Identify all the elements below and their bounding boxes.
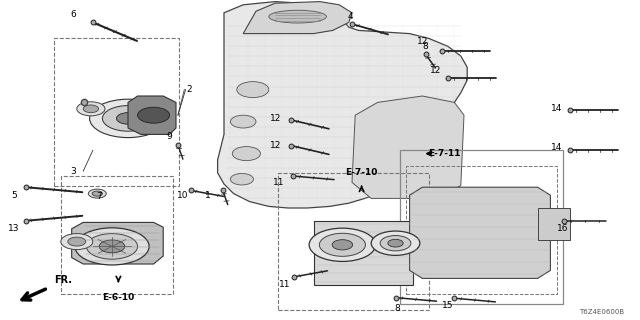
Circle shape [237,82,269,98]
Circle shape [388,239,403,247]
Circle shape [61,234,93,250]
Text: 14: 14 [551,104,563,113]
Circle shape [332,240,353,250]
Bar [538,208,570,240]
Polygon shape [410,187,550,278]
Text: 15: 15 [442,301,454,310]
Circle shape [230,115,256,128]
Circle shape [232,147,260,161]
Circle shape [83,105,99,113]
Text: E-6-10: E-6-10 [102,293,134,302]
Circle shape [116,113,140,124]
Circle shape [371,231,420,255]
Text: 12: 12 [269,114,281,123]
Text: 1: 1 [205,191,211,200]
Circle shape [68,237,86,246]
Text: 4: 4 [348,12,353,20]
Bar [406,166,557,294]
Text: 11: 11 [279,280,291,289]
Text: 10: 10 [177,191,188,200]
Circle shape [92,191,102,196]
Circle shape [138,107,170,123]
Circle shape [319,233,365,256]
Ellipse shape [269,10,326,23]
Text: 11: 11 [273,178,284,187]
Bar [61,176,173,294]
Circle shape [380,236,411,251]
Text: 3: 3 [71,167,76,176]
Circle shape [99,240,125,253]
Circle shape [88,189,106,198]
Text: 7: 7 [97,192,102,201]
Bar [314,221,413,285]
Text: T6Z4E0600B: T6Z4E0600B [579,309,624,315]
Text: 12: 12 [429,66,441,75]
Polygon shape [352,96,464,198]
Circle shape [230,173,253,185]
Text: 12: 12 [269,141,281,150]
Text: 16: 16 [557,224,569,233]
Circle shape [90,99,166,138]
Text: FR.: FR. [54,276,72,285]
Circle shape [102,106,154,131]
Text: 9: 9 [167,132,172,140]
Text: E-7-10: E-7-10 [346,168,378,177]
Text: 2: 2 [186,85,191,94]
Bar [54,38,179,186]
Circle shape [75,228,149,265]
Circle shape [309,228,376,261]
Polygon shape [72,222,163,264]
Polygon shape [218,2,467,208]
Text: 8: 8 [394,304,399,313]
Bar [400,150,563,304]
Polygon shape [128,96,176,134]
Text: 14: 14 [551,143,563,152]
Text: 12: 12 [417,37,428,46]
Text: E-7-11: E-7-11 [429,149,461,158]
Text: 8: 8 [423,42,428,51]
Text: 5: 5 [12,191,17,200]
Polygon shape [243,2,352,34]
Circle shape [86,234,138,259]
Text: 13: 13 [8,224,20,233]
Circle shape [77,102,105,116]
Bar [278,173,429,310]
Text: 6: 6 [71,10,76,19]
